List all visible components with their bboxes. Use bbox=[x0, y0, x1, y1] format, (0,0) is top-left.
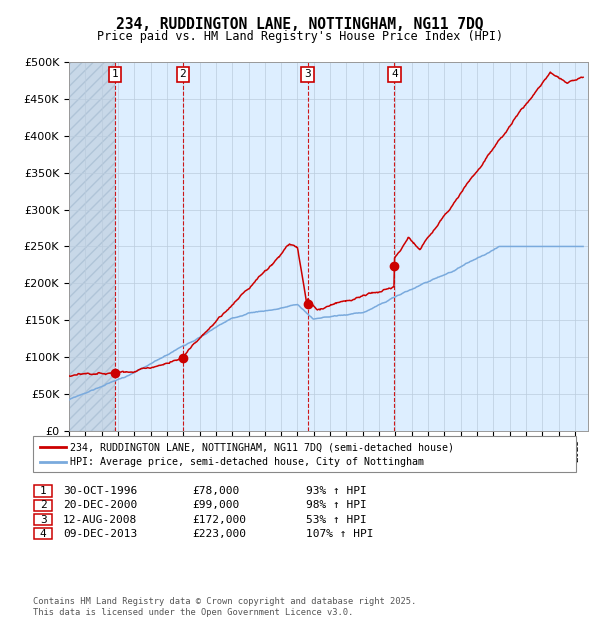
Text: £99,000: £99,000 bbox=[192, 500, 239, 510]
Text: 09-DEC-2013: 09-DEC-2013 bbox=[63, 529, 137, 539]
Text: 3: 3 bbox=[304, 69, 311, 79]
Text: 93% ↑ HPI: 93% ↑ HPI bbox=[306, 486, 367, 496]
Text: 98% ↑ HPI: 98% ↑ HPI bbox=[306, 500, 367, 510]
Text: 1: 1 bbox=[112, 69, 119, 79]
Text: £172,000: £172,000 bbox=[192, 515, 246, 525]
Text: £223,000: £223,000 bbox=[192, 529, 246, 539]
Text: 107% ↑ HPI: 107% ↑ HPI bbox=[306, 529, 373, 539]
Text: 1: 1 bbox=[40, 486, 47, 496]
Text: Price paid vs. HM Land Registry's House Price Index (HPI): Price paid vs. HM Land Registry's House … bbox=[97, 30, 503, 43]
Text: 3: 3 bbox=[40, 515, 47, 525]
Text: 2: 2 bbox=[40, 500, 47, 510]
Bar bbox=[69, 62, 115, 431]
Text: 2: 2 bbox=[179, 69, 186, 79]
Text: 4: 4 bbox=[391, 69, 398, 79]
Text: 4: 4 bbox=[40, 529, 47, 539]
Bar bbox=[394, 62, 588, 431]
Bar bbox=[308, 62, 394, 431]
Text: 20-DEC-2000: 20-DEC-2000 bbox=[63, 500, 137, 510]
Text: 12-AUG-2008: 12-AUG-2008 bbox=[63, 515, 137, 525]
Text: £78,000: £78,000 bbox=[192, 486, 239, 496]
Bar bbox=[183, 62, 308, 431]
Text: 234, RUDDINGTON LANE, NOTTINGHAM, NG11 7DQ (semi-detached house): 234, RUDDINGTON LANE, NOTTINGHAM, NG11 7… bbox=[70, 442, 454, 452]
Bar bbox=[115, 62, 183, 431]
Text: 53% ↑ HPI: 53% ↑ HPI bbox=[306, 515, 367, 525]
Bar bbox=[69, 62, 115, 431]
Text: 234, RUDDINGTON LANE, NOTTINGHAM, NG11 7DQ: 234, RUDDINGTON LANE, NOTTINGHAM, NG11 7… bbox=[116, 17, 484, 32]
Text: HPI: Average price, semi-detached house, City of Nottingham: HPI: Average price, semi-detached house,… bbox=[70, 458, 424, 467]
Text: 30-OCT-1996: 30-OCT-1996 bbox=[63, 486, 137, 496]
Text: Contains HM Land Registry data © Crown copyright and database right 2025.
This d: Contains HM Land Registry data © Crown c… bbox=[33, 598, 416, 617]
